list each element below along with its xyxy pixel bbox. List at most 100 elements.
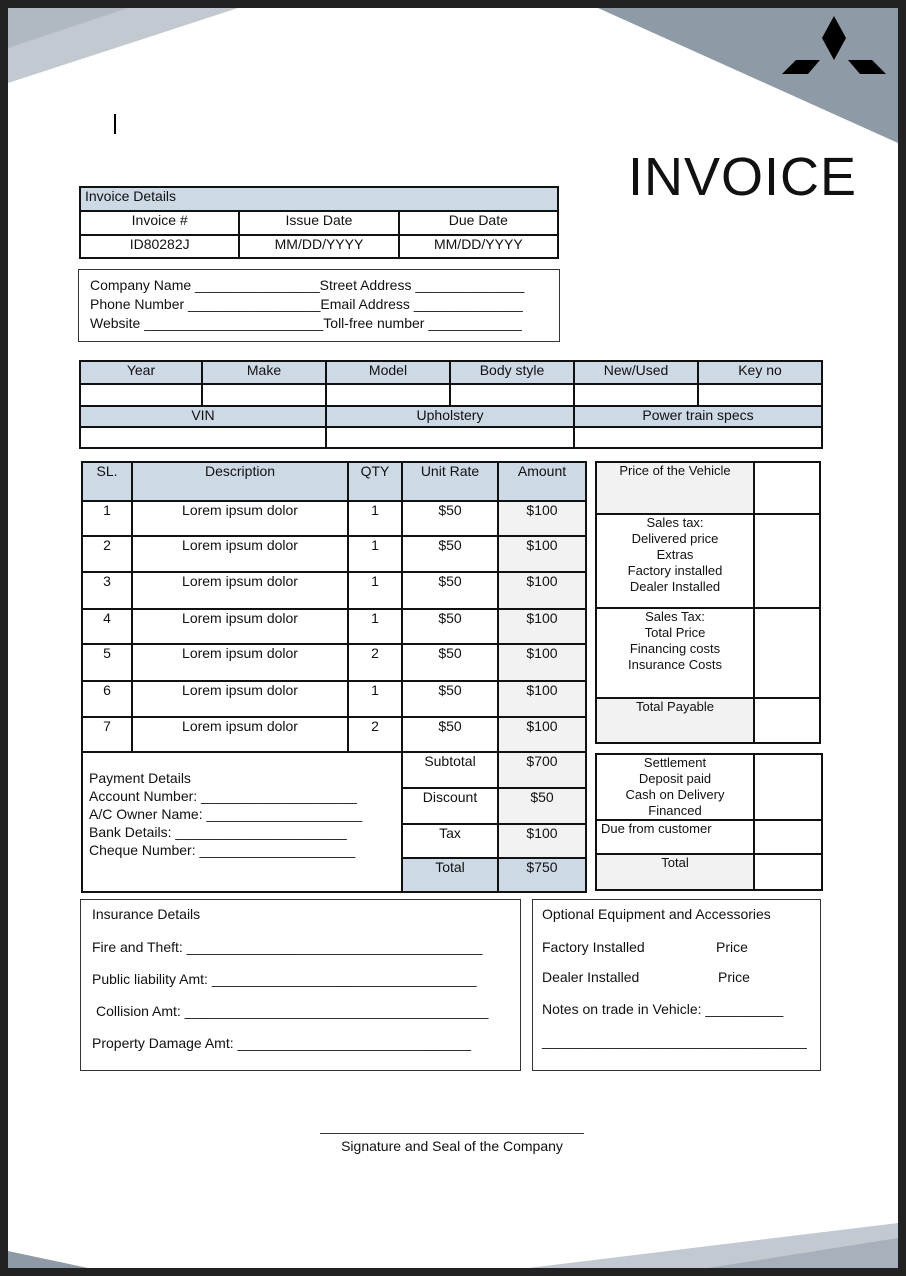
factory-price-label: Price <box>716 939 748 955</box>
company-line[interactable]: Website _______________________Toll-free… <box>90 315 522 331</box>
invoice-number[interactable]: ID80282J <box>78 234 241 259</box>
model-field[interactable] <box>325 383 451 407</box>
table-row: 7 Lorem ipsum dolor 2 $50 $100 <box>81 716 587 753</box>
cell-unit-rate[interactable]: $50 <box>401 500 499 537</box>
dealer-installed-label: Dealer Installed <box>542 969 640 985</box>
vin-field[interactable] <box>79 426 327 449</box>
table-row: 5 Lorem ipsum dolor 2 $50 $100 <box>81 643 587 682</box>
payment-details: Payment Details Account Number: _________… <box>81 751 403 893</box>
optional-heading: Optional Equipment and Accessories <box>542 906 771 922</box>
payment-field[interactable]: Bank Details: ______________________ <box>89 824 347 840</box>
trade-in-notes-line[interactable]: __________________________________ <box>542 1033 807 1049</box>
value-cell[interactable] <box>753 461 821 515</box>
company-line[interactable]: Phone Number _________________Email Addr… <box>90 296 523 312</box>
value-cell[interactable] <box>753 513 821 609</box>
cell-description[interactable]: Lorem ipsum dolor <box>131 535 349 573</box>
payment-field[interactable]: Cheque Number: ____________________ <box>89 842 356 858</box>
cell-description[interactable]: Lorem ipsum dolor <box>131 571 349 610</box>
year-field[interactable] <box>79 383 203 407</box>
payment-field[interactable]: A/C Owner Name: ____________________ <box>89 806 363 822</box>
cell-sl[interactable]: 3 <box>81 571 133 610</box>
label-cell: Due from customer <box>595 819 755 855</box>
signature-label: Signature and Seal of the Company <box>341 1138 563 1154</box>
issue-date[interactable]: MM/DD/YYYY <box>238 234 400 259</box>
payment-field[interactable]: Account Number: ____________________ <box>89 788 357 804</box>
table-row: 6 Lorem ipsum dolor 1 $50 $100 <box>81 680 587 718</box>
cell-description[interactable]: Lorem ipsum dolor <box>131 716 349 753</box>
cell-qty[interactable]: 1 <box>347 500 403 537</box>
cell-description[interactable]: Lorem ipsum dolor <box>131 500 349 537</box>
cell-unit-rate[interactable]: $50 <box>401 716 499 753</box>
header-year: Year <box>79 360 203 385</box>
cell-sl[interactable]: 4 <box>81 608 133 645</box>
header-description: Description <box>131 461 349 502</box>
property-damage-field[interactable]: Property Damage Amt: ___________________… <box>92 1035 472 1051</box>
trade-in-notes-field[interactable]: Notes on trade in Vehicle: __________ <box>542 1001 784 1017</box>
table-row: Settlement Deposit paid Cash on Delivery… <box>595 753 823 821</box>
cell-sl[interactable]: 7 <box>81 716 133 753</box>
settlement-table: Settlement Deposit paid Cash on Delivery… <box>595 753 823 891</box>
public-liability-field[interactable]: Public liability Amt: __________________… <box>92 971 477 987</box>
cell-description[interactable]: Lorem ipsum dolor <box>131 608 349 645</box>
upholstery-field[interactable] <box>325 426 575 449</box>
summary-value: $50 <box>497 787 587 825</box>
cell-amount[interactable]: $100 <box>497 571 587 610</box>
cell-qty[interactable]: 1 <box>347 608 403 645</box>
cell-sl[interactable]: 2 <box>81 535 133 573</box>
text-cursor <box>114 114 116 134</box>
cell-amount[interactable]: $100 <box>497 716 587 753</box>
invoice-title: INVOICE <box>628 147 858 207</box>
power-train-field[interactable] <box>573 426 823 449</box>
company-line[interactable]: Company Name ________________Street Addr… <box>90 277 525 293</box>
table-row: 2 Lorem ipsum dolor 1 $50 $100 <box>81 535 587 573</box>
vehicle-table: Year Make Model Body style New/Used Key no VI… <box>79 360 823 449</box>
cell-amount[interactable]: $100 <box>497 643 587 682</box>
summary-label: Subtotal <box>401 751 499 789</box>
value-cell[interactable] <box>753 819 823 855</box>
collision-field[interactable]: Collision Amt: _________________________… <box>96 1003 489 1019</box>
summary-value: $100 <box>497 823 587 859</box>
header-vin: VIN <box>79 405 327 428</box>
table-row: Price of the Vehicle <box>595 461 821 515</box>
table-row: 4 Lorem ipsum dolor 1 $50 $100 <box>81 608 587 645</box>
body-style-field[interactable] <box>449 383 575 407</box>
payment-heading: Payment Details <box>89 770 191 786</box>
value-cell[interactable] <box>753 697 821 744</box>
cell-unit-rate[interactable]: $50 <box>401 608 499 645</box>
cell-unit-rate[interactable]: $50 <box>401 535 499 573</box>
invoice-sheet: INVOICE Invoice Details Invoice # Issue D… <box>8 8 898 1268</box>
table-row: 1 Lorem ipsum dolor 1 $50 $100 <box>81 500 587 537</box>
signature-line[interactable] <box>320 1133 584 1134</box>
invoice-details-heading: Invoice Details <box>79 186 559 212</box>
cell-qty[interactable]: 1 <box>347 535 403 573</box>
label-cell: Total Payable <box>595 697 755 744</box>
cell-unit-rate[interactable]: $50 <box>401 680 499 718</box>
value-cell[interactable] <box>753 853 823 891</box>
cell-amount[interactable]: $100 <box>497 608 587 645</box>
make-field[interactable] <box>201 383 327 407</box>
cell-qty[interactable]: 1 <box>347 680 403 718</box>
fire-theft-field[interactable]: Fire and Theft: ________________________… <box>92 939 483 955</box>
cell-amount[interactable]: $100 <box>497 535 587 573</box>
cell-qty[interactable]: 1 <box>347 571 403 610</box>
cell-sl[interactable]: 1 <box>81 500 133 537</box>
cell-description[interactable]: Lorem ipsum dolor <box>131 680 349 718</box>
cell-description[interactable]: Lorem ipsum dolor <box>131 643 349 682</box>
new-used-field[interactable] <box>573 383 699 407</box>
key-no-field[interactable] <box>697 383 823 407</box>
cell-amount[interactable]: $100 <box>497 500 587 537</box>
cell-unit-rate[interactable]: $50 <box>401 643 499 682</box>
header-invoice-number: Invoice # <box>78 210 241 236</box>
cell-qty[interactable]: 2 <box>347 643 403 682</box>
cell-amount[interactable]: $100 <box>497 680 587 718</box>
cell-sl[interactable]: 6 <box>81 680 133 718</box>
value-cell[interactable] <box>753 607 821 699</box>
header-key-no: Key no <box>697 360 823 385</box>
table-row: Total Payable <box>595 697 821 744</box>
due-date[interactable]: MM/DD/YYYY <box>397 234 560 259</box>
value-cell[interactable] <box>753 753 823 821</box>
cell-unit-rate[interactable]: $50 <box>401 571 499 610</box>
cell-qty[interactable]: 2 <box>347 716 403 753</box>
cell-sl[interactable]: 5 <box>81 643 133 682</box>
optional-equipment-box: Optional Equipment and Accessories Facto… <box>532 899 821 1071</box>
